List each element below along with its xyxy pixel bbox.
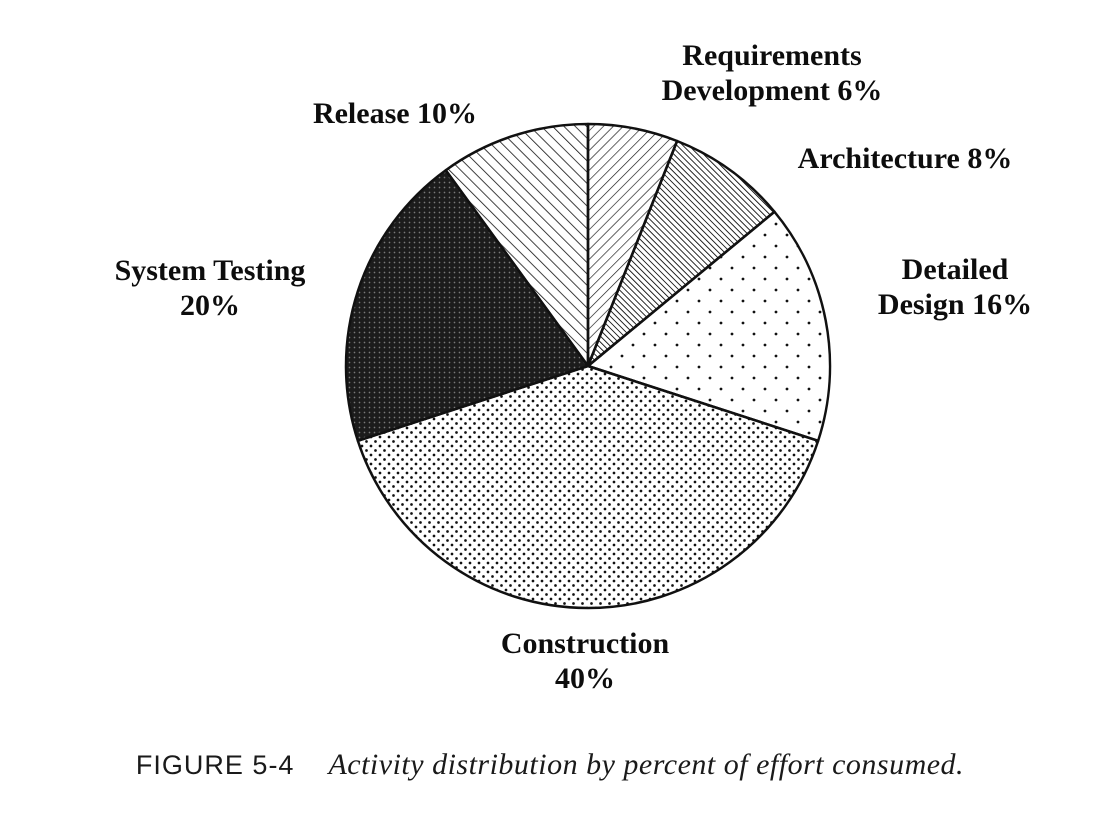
slice-label-line: 20% bbox=[180, 289, 240, 323]
slice-label-line: Construction bbox=[500, 627, 670, 660]
pie-slices-group bbox=[344, 122, 832, 610]
slice-label-line: Architecture 8% bbox=[797, 142, 1013, 175]
slice-label-line: System Testing bbox=[114, 254, 306, 287]
slice-label-architecture: Architecture 8% bbox=[725, 141, 1085, 176]
pie-slice-architecture bbox=[586, 139, 776, 368]
figure-caption-text: Activity distribution by percent of effo… bbox=[328, 748, 965, 781]
slice-label-construction: Construction 40% bbox=[420, 626, 750, 697]
slice-label-line: Requirements bbox=[682, 39, 862, 72]
figure-number: FIGURE 5-4 bbox=[135, 750, 295, 780]
slice-label-line: Detailed bbox=[901, 253, 1009, 286]
slice-label-detailed-design: Detailed Design 16% bbox=[790, 252, 1100, 323]
pie-slice-construction bbox=[356, 364, 820, 610]
slice-label-line: 40% bbox=[555, 662, 615, 696]
slice-label-requirements-development: Requirements Development 6% bbox=[592, 38, 952, 109]
pie-slice-release bbox=[444, 122, 590, 368]
figure-caption: FIGURE 5-4 Activity distribution by perce… bbox=[0, 748, 1100, 782]
pie-chart bbox=[342, 120, 834, 612]
slice-label-system-testing: System Testing 20% bbox=[35, 253, 385, 324]
slice-label-release: Release 10% bbox=[225, 96, 565, 131]
slice-label-line: Design 16% bbox=[877, 288, 1033, 322]
pie-chart-svg bbox=[344, 122, 832, 610]
slice-label-line: Development 6% bbox=[661, 74, 883, 108]
slice-label-line: Release 10% bbox=[312, 97, 478, 130]
pie-slice-detailed-design bbox=[586, 210, 832, 443]
pie-slice-system-testing bbox=[344, 168, 590, 443]
